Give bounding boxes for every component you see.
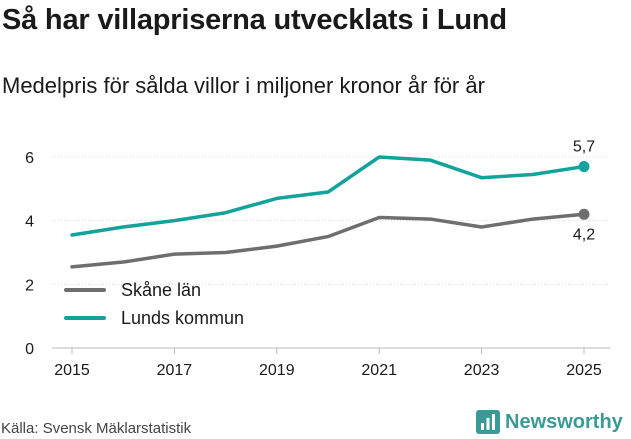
x-tick-label: 2025 bbox=[566, 362, 602, 379]
brand-logo: Newsworthy bbox=[476, 408, 623, 436]
series-line bbox=[70, 155, 586, 237]
bar-chart-icon bbox=[476, 410, 500, 434]
y-tick-label: 0 bbox=[25, 341, 34, 358]
series-lines: 4,2 5,7 bbox=[70, 139, 595, 269]
legend-label: Skåne län bbox=[121, 280, 201, 300]
axes: 0 2 4 6 2015 2017 2019 2021 2023 2025 bbox=[25, 150, 610, 379]
end-point-marker bbox=[578, 208, 590, 220]
x-tick-label: 2017 bbox=[157, 362, 193, 379]
x-tick-label: 2021 bbox=[361, 362, 397, 379]
chart-subtitle: Medelpris för sålda villor i miljoner kr… bbox=[2, 73, 485, 98]
legend: Skåne län Lunds kommun bbox=[64, 280, 244, 328]
end-value-label: 4,2 bbox=[573, 226, 595, 243]
y-tick-label: 2 bbox=[25, 277, 34, 294]
end-value-label: 5,7 bbox=[573, 139, 595, 156]
x-tick-label: 2015 bbox=[54, 362, 90, 379]
brand-name: Newsworthy bbox=[505, 410, 623, 433]
x-tick-label: 2019 bbox=[259, 362, 295, 379]
chart-title: Så har villapriserna utvecklats i Lund bbox=[2, 4, 507, 36]
legend-label: Lunds kommun bbox=[121, 308, 244, 328]
y-tick-label: 6 bbox=[25, 150, 34, 167]
source-note: Källa: Svensk Mäklarstatistik bbox=[1, 420, 192, 437]
line-chart: 0 2 4 6 2015 2017 2019 2021 2023 2025 4,2 5,7 Skån… bbox=[25, 139, 610, 379]
end-point-marker bbox=[578, 161, 590, 173]
y-tick-label: 4 bbox=[25, 214, 34, 231]
series-line bbox=[70, 212, 586, 269]
x-tick-label: 2023 bbox=[464, 362, 500, 379]
